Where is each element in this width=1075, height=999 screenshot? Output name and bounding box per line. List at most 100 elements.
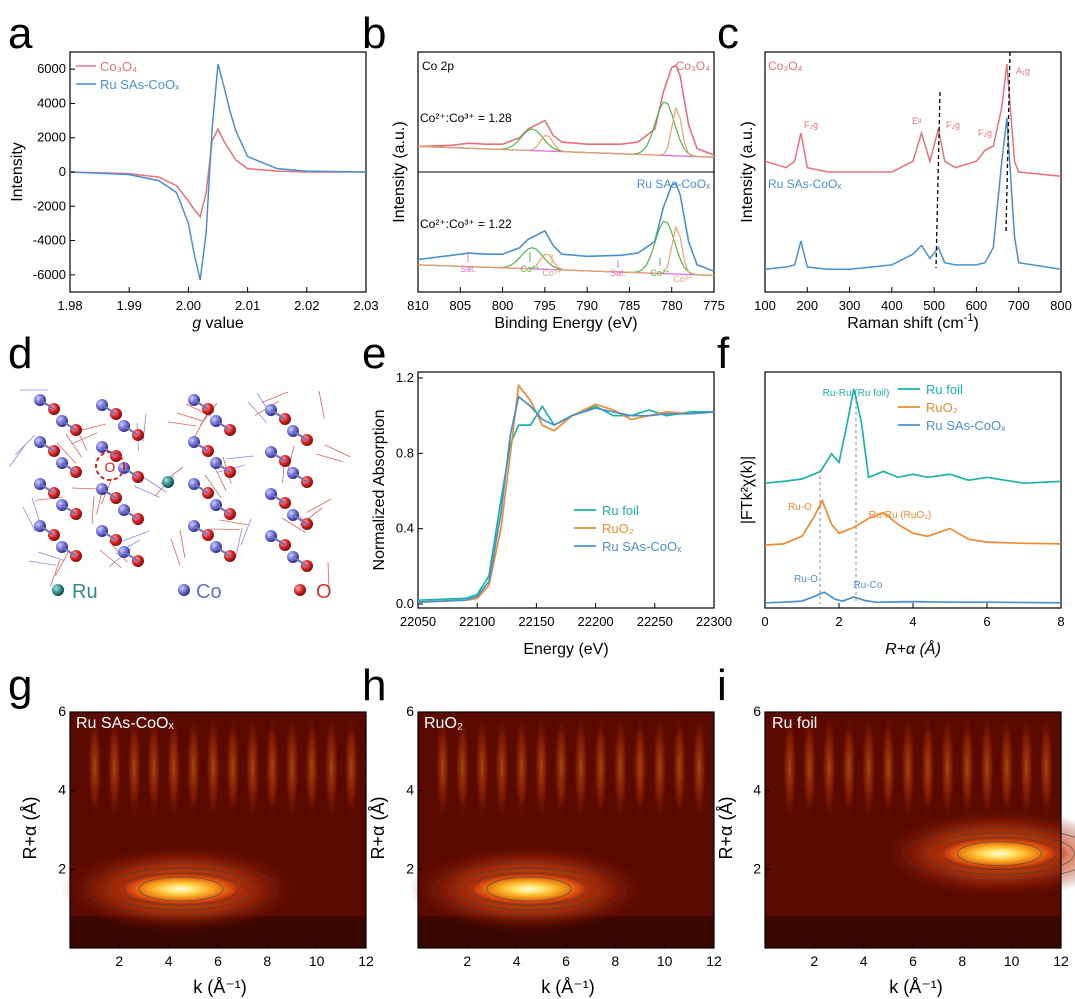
- heatmap-streak: [265, 715, 280, 820]
- bond-line: [318, 390, 325, 419]
- bond-line: [292, 430, 308, 441]
- heatmap-streak: [841, 715, 856, 820]
- y-tick-label: 4: [753, 782, 761, 798]
- tick-group: 2 4 6 8 10 12 2 4 6: [753, 703, 1069, 969]
- heatmap-streak: [304, 715, 319, 820]
- bond-line: [22, 506, 37, 533]
- x-tick-label: 2: [463, 953, 471, 969]
- legend-label-ruo2: RuO₂: [926, 400, 958, 415]
- bond-line: [281, 517, 306, 534]
- o-legend-ball: [294, 584, 306, 596]
- x-tick-label: 6: [214, 953, 222, 969]
- heatmap-streak: [435, 715, 450, 820]
- legend-label-ru-foil: Ru foil: [602, 503, 639, 518]
- ru-legend-label: Ru: [72, 581, 98, 603]
- bond-line: [61, 420, 77, 431]
- y-tick-label: 0: [59, 164, 66, 179]
- bond-line: [193, 483, 209, 494]
- y-axis-label: Normalized Absorption: [371, 410, 388, 571]
- panel-letter-b: b: [362, 9, 386, 58]
- heatmap-streak: [633, 715, 647, 820]
- x-tick-label: 2: [115, 953, 123, 969]
- x-tick-label: 2: [835, 614, 842, 629]
- series-group: [764, 388, 1062, 604]
- panel-letter-a: a: [8, 9, 33, 58]
- bond-line: [292, 472, 308, 483]
- x-axis-label: g value: [192, 315, 244, 332]
- bond-line: [56, 442, 77, 464]
- series-line: [764, 117, 1062, 270]
- y-tick-label: 0.8: [396, 445, 414, 460]
- peak-label: F₂g: [946, 120, 960, 130]
- bond-line: [99, 549, 122, 569]
- contour-line: [486, 876, 572, 902]
- heatmap-streak: [920, 715, 935, 820]
- panel-c: 100 200 300 400 500 600 700 800 Co₃O₄ Ru SAs-Co…: [739, 51, 1072, 332]
- heatmap-streak: [475, 715, 490, 820]
- contour-line: [432, 862, 626, 916]
- contour-line: [84, 862, 278, 916]
- heatmap-peak: [929, 835, 1070, 872]
- x-tick-label: 2: [810, 953, 818, 969]
- panel-a: 1.98 1.99 2.00 2.01 2.02 2.03 -6000 -4000 -2000 0…: [9, 51, 379, 332]
- x-tick-label: 22200: [578, 614, 614, 629]
- heatmap-streak: [960, 715, 975, 820]
- y-tick-label: -6000: [33, 267, 66, 282]
- bond-line: [306, 498, 332, 513]
- bond-line: [194, 411, 209, 437]
- y-axis-label: Intensity: [9, 142, 26, 202]
- bond-line: [270, 409, 286, 420]
- o-legend-label: O: [316, 581, 332, 603]
- tick-group: 1.98 1.99 2.00 2.01 2.02 2.03 -6000 -4000 -2000 0…: [33, 61, 379, 313]
- ru-atom: [162, 476, 174, 488]
- y-tick-label: 4000: [37, 95, 66, 110]
- series-line: [417, 64, 715, 156]
- x-tick-label: 2.01: [235, 298, 260, 313]
- x-tick-label: 800: [1050, 298, 1072, 313]
- x-axis-label: k (Å⁻¹): [889, 977, 943, 997]
- x-tick-label: 8: [611, 953, 619, 969]
- heatmap-streak: [999, 715, 1014, 820]
- bond-line: [270, 493, 286, 504]
- x-tick-label: 22300: [696, 614, 732, 629]
- y-axis-label: R+α (Å): [20, 797, 40, 860]
- x-tick-label: 775: [703, 298, 725, 313]
- tick-group: 100 200 300 400 500 600 700 800: [754, 287, 1072, 313]
- bond-line: [215, 546, 231, 557]
- panel-letter-g: g: [8, 661, 32, 710]
- panel-letter-i: i: [717, 661, 727, 710]
- heatmap-streak: [861, 715, 876, 820]
- annotation-ru-ru-foil: Ru-Ru (Ru foil): [823, 388, 890, 399]
- bond-line: [65, 433, 82, 458]
- x-tick-label: 0: [761, 614, 768, 629]
- legend: Ru foil RuO₂ Ru SAs-CoOₓ: [574, 503, 682, 554]
- heatmap-streak: [186, 715, 201, 820]
- heatmap-streak: [652, 715, 667, 820]
- heatmap-streak: [87, 715, 102, 820]
- x-tick-label: 805: [449, 298, 471, 313]
- annotation-ru-ru-ruo2: Ru-Ru (RuO₂): [869, 510, 932, 521]
- bond-line: [167, 421, 196, 427]
- heatmap-streak: [782, 715, 797, 820]
- bond-line: [37, 551, 65, 562]
- tick-group: 810 805 800 795 790 785 780 775: [407, 287, 725, 313]
- heatmap-streak: [1019, 715, 1034, 820]
- y-tick-label: 1.2: [396, 370, 414, 385]
- contour-line: [902, 826, 1075, 881]
- bond-line: [193, 441, 209, 452]
- peak-label: F₂g: [978, 128, 992, 138]
- heatmap-streak: [822, 715, 837, 820]
- contour-line: [923, 832, 1075, 875]
- oxygen-vacancy-label: O: [105, 459, 116, 475]
- bond-line: [142, 476, 167, 493]
- panel-letter-e: e: [362, 329, 386, 378]
- x-tick-label: 600: [966, 298, 988, 313]
- heatmap-streak: [285, 715, 299, 820]
- x-tick-label: 22050: [400, 614, 436, 629]
- heatmap-streak: [225, 715, 240, 820]
- contour-line: [956, 841, 1042, 866]
- bond-line: [170, 538, 181, 566]
- heatmap-streak: [554, 715, 569, 820]
- peak-markers: Sat. Co²⁺ Co³⁺ Sat. Co²⁺ Co³⁺: [460, 252, 693, 284]
